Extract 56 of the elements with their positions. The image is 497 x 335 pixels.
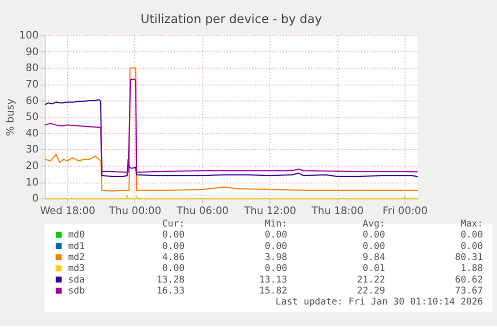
legend-label: sdb xyxy=(68,286,86,297)
text: 9.84 xyxy=(362,252,386,263)
y-tick-label: 20 xyxy=(26,160,39,172)
y-tick-label: 30 xyxy=(26,144,39,156)
text: 16.33 xyxy=(156,286,185,297)
text: 21.22 xyxy=(357,274,386,286)
text: 4.86 xyxy=(162,252,185,263)
text: 0.00 xyxy=(362,240,386,252)
text: 15.82 xyxy=(259,286,288,297)
legend-label: md3 xyxy=(68,263,85,274)
text: Avg: xyxy=(362,218,386,230)
y-tick-label: 10 xyxy=(26,176,39,188)
text: 0.00 xyxy=(460,240,484,252)
legend-label: md2 xyxy=(68,252,85,263)
y-tick-label: 70 xyxy=(26,78,39,90)
text: 73.67 xyxy=(454,286,484,297)
text: 0.00 xyxy=(264,230,288,241)
x-tick-label: Fri 00:00 xyxy=(382,204,428,217)
text: 0.00 xyxy=(162,263,185,274)
text: 22.29 xyxy=(357,286,386,297)
text: 0.00 xyxy=(460,230,484,241)
text: 80.31 xyxy=(454,252,484,263)
text: 0.00 xyxy=(264,240,288,252)
legend-label: md0 xyxy=(68,230,85,241)
line-series xyxy=(44,99,418,178)
legend-label: md1 xyxy=(68,240,85,252)
text: Cur: xyxy=(162,218,185,230)
text: Max: xyxy=(460,218,484,230)
text: Min: xyxy=(264,218,288,230)
chart-title: Utilization per device - by day xyxy=(140,12,322,26)
text: 60.62 xyxy=(454,274,484,286)
x-tick-label: Thu 12:00 xyxy=(243,204,296,217)
x-tick-label: Thu 00:00 xyxy=(108,204,162,217)
text: 0.01 xyxy=(362,263,386,274)
text: Last update: Fri Jan 30 01:10:14 2026 xyxy=(276,296,484,308)
legend-label: sda xyxy=(68,274,85,286)
y-tick-label: 100 xyxy=(19,30,39,42)
x-tick-label: Thu 06:00 xyxy=(176,204,229,217)
y-tick-label: 60 xyxy=(26,94,39,107)
text: 0.00 xyxy=(162,230,185,241)
x-tick-label: Thu 18:00 xyxy=(310,204,364,217)
text: 0.00 xyxy=(162,240,185,252)
text: 3.98 xyxy=(264,252,288,263)
y-axis-title: % busy xyxy=(4,98,17,136)
text: 13.13 xyxy=(259,274,288,286)
text: 1.88 xyxy=(460,263,484,274)
y-tick-label: 0 xyxy=(32,192,39,205)
y-tick-label: 50 xyxy=(26,111,39,124)
y-tick-label: 90 xyxy=(26,46,39,58)
text: 0.00 xyxy=(264,263,288,274)
text: 13.28 xyxy=(156,274,186,286)
x-tick-label: Wed 18:00 xyxy=(40,204,96,217)
y-tick-label: 40 xyxy=(26,127,39,140)
y-tick-label: 80 xyxy=(26,62,39,74)
text: 0.00 xyxy=(362,230,386,241)
line-series xyxy=(44,78,418,173)
